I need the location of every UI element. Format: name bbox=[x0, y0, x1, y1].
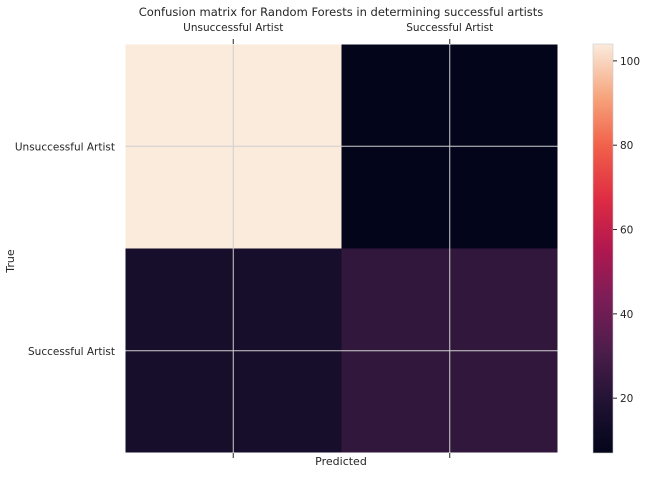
x-tick-label-0: Unsuccessful Artist bbox=[183, 22, 283, 34]
colorbar-tick-label-1: 40 bbox=[620, 309, 633, 321]
colorbar-tick-label-2: 60 bbox=[620, 225, 633, 237]
grid-lines bbox=[125, 44, 558, 453]
y-tick-label-1: Successful Artist bbox=[28, 346, 115, 358]
colorbar-tick-label-4: 100 bbox=[620, 56, 640, 68]
x-ticks: Unsuccessful Artist Successful Artist bbox=[183, 22, 493, 458]
y-axis-label: True bbox=[4, 249, 17, 274]
colorbar bbox=[592, 43, 614, 454]
y-ticks: Unsuccessful Artist Successful Artist bbox=[15, 141, 115, 358]
colorbar-ticks: 20 40 60 80 100 bbox=[613, 56, 640, 405]
plot-frame bbox=[124, 43, 559, 454]
colorbar-tick-label-3: 80 bbox=[620, 140, 633, 152]
chart-title: Confusion matrix for Random Forests in d… bbox=[139, 5, 544, 19]
colorbar-tick-label-0: 20 bbox=[620, 393, 633, 405]
x-axis-label: Predicted bbox=[315, 455, 367, 468]
y-tick-label-0: Unsuccessful Artist bbox=[15, 141, 115, 153]
heatmap-cells bbox=[125, 44, 559, 454]
x-tick-label-1: Successful Artist bbox=[406, 22, 493, 34]
